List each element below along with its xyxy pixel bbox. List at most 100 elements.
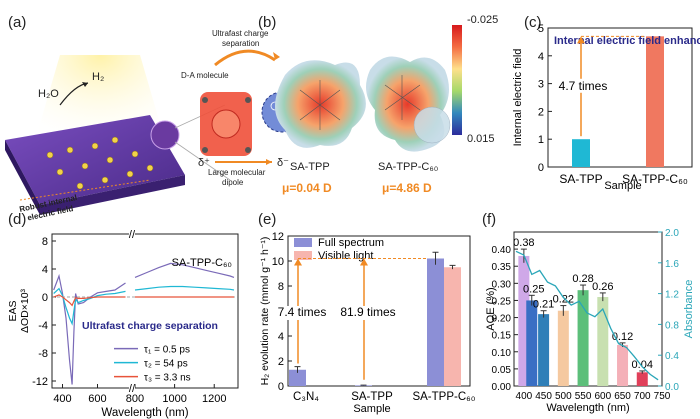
f-ytick-label-1: 0.05 <box>492 365 512 376</box>
f-ytick-right-label-1: 0.4 <box>665 351 679 362</box>
e-legend-label-0: Full spectrum <box>318 237 384 249</box>
d-break-top: // <box>129 229 136 241</box>
charge-sep-arrowhead <box>273 52 280 60</box>
c-ratio-label: 4.7 times <box>559 79 608 93</box>
e-xtick-label-1: SA-TPP <box>351 391 393 403</box>
f-bar-label-1: 0.25 <box>523 283 544 295</box>
c-xlabel: Sample <box>604 180 641 192</box>
d-legend-label-0: τ₁ = 0.5 ps <box>144 345 190 356</box>
c-ratio-bg <box>557 78 607 93</box>
f-bar-2 <box>538 314 550 386</box>
d-break-mask-bottom <box>128 384 135 392</box>
d-ytick-label-2: -4 <box>38 320 48 332</box>
e-xtick-label-2: SA-TPP-C₆₀ <box>412 391 475 403</box>
charge-sep-label: Ultrafast charge separation <box>212 29 271 48</box>
d-xtick-label-3: 1000 <box>162 393 186 405</box>
c-ytick-label-2: 2 <box>538 106 544 118</box>
f-ytick-label-5: 0.25 <box>492 296 512 307</box>
e-ytick-label-6: 12 <box>272 231 284 243</box>
panel-d-plot: -12 -8 -4 0 4 8 400 600 800 1000 1200 // // SA-TPP-C₆… <box>7 229 239 419</box>
f-bar-5 <box>597 297 609 386</box>
d-break-mask-top <box>128 230 135 238</box>
d-legend-label-1: τ₂ = 54 ps <box>144 359 188 370</box>
d-ytick-label-5: 8 <box>42 236 48 248</box>
f-bar-label-7: 0.04 <box>632 359 653 371</box>
sa-tpp-c60-name: SA-TPP-C₆₀ <box>378 161 438 173</box>
f-bar-4 <box>577 290 589 386</box>
e-ratio-bg-1 <box>340 306 396 320</box>
f-bar-label-0: 0.38 <box>513 237 534 249</box>
panel-b-label: (b) <box>258 14 276 31</box>
f-ytick-label-3: 0.15 <box>492 331 512 342</box>
panel-d: (d) -12 -8 -4 0 4 8 400 600 800 1000 1200 // // SA-TP… <box>7 211 239 419</box>
c-bar-0 <box>572 139 590 167</box>
e-ytick-label-2: 4 <box>278 331 284 343</box>
e-ratio-arrowhead-1 <box>360 258 368 266</box>
d-xtick-label-0: 400 <box>53 393 71 405</box>
e-xlabel: Sample <box>353 403 390 415</box>
f-xtick-label-0: 400 <box>516 391 533 402</box>
c-bar-1 <box>646 36 664 168</box>
delta-plus: δ⁺ <box>198 157 210 169</box>
c-ytick-label-3: 3 <box>538 79 544 91</box>
e-bar-1-2 <box>444 267 461 386</box>
catalyst-slab <box>5 115 185 205</box>
slab-particles <box>46 136 154 190</box>
charge-sep-line2: separation <box>222 39 259 48</box>
e-ratio-arrowhead-0 <box>294 258 302 266</box>
f-bar-label-2: 0.21 <box>533 299 554 311</box>
f-bar-0 <box>518 255 530 386</box>
dipole-label: Large molecular dipole <box>208 168 268 187</box>
zoom-sphere <box>150 120 180 150</box>
panel-c-label: (c) <box>524 14 542 31</box>
e-ylabel: H₂ evolution rate (mmol g⁻¹ h⁻¹) <box>259 237 271 386</box>
f-ytick-right-label-4: 1.6 <box>665 259 679 270</box>
f-xtick-label-5: 650 <box>614 391 631 402</box>
f-ytick-label-8: 0.40 <box>492 245 512 256</box>
f-bar-label-5: 0.26 <box>592 281 613 293</box>
d-ylabel-line2: ΔOD×10³ <box>19 288 31 333</box>
c-ratio-arrowhead <box>577 36 585 44</box>
potential-colorbar <box>452 25 462 135</box>
f-xlabel: Wavelength (nm) <box>546 402 629 414</box>
dipole-arrowhead <box>266 159 272 165</box>
h2o-label: H₂O <box>38 88 59 100</box>
d-ylabel-line1: EAS <box>7 300 19 321</box>
c-ylabel: Internal electric field <box>512 49 524 147</box>
dipole-line2: dipole <box>222 178 244 187</box>
e-ratio-label-1: 81.9 times <box>340 305 395 319</box>
panel-d-label: (d) <box>8 211 26 228</box>
reaction-arrowhead <box>82 82 88 87</box>
colorbar-min: 0.015 <box>467 133 495 145</box>
f-bar-7 <box>636 372 648 386</box>
panel-f: (f) 0.000.050.100.150.200.250.300.350.40… <box>482 211 695 414</box>
d-plot-frame <box>51 233 239 389</box>
f-bar-label-3: 0.22 <box>553 294 574 306</box>
d-ytick-label-0: -12 <box>32 376 48 388</box>
d-xtick-label-2: 800 <box>126 393 144 405</box>
e-bar-0-0 <box>289 369 306 386</box>
f-absorbance-line <box>515 250 659 381</box>
f-ytick-label-0: 0.00 <box>492 382 512 393</box>
e-ytick-label-0: 0 <box>278 381 284 393</box>
sa-tpp-surface <box>275 60 366 148</box>
da-molecule-label: D-A molecule <box>181 71 229 80</box>
f-xtick-label-4: 600 <box>594 391 611 402</box>
sa-tpp-name: SA-TPP <box>290 161 330 173</box>
d-in-plot-title: SA-TPP-C₆₀ <box>172 257 232 269</box>
panel-b: (b) -0.025 0.015 SA-TPP SA-TPP-C₆₀ μ=0.0… <box>258 14 498 195</box>
f-ytick-label-7: 0.35 <box>492 262 512 273</box>
e-ytick-label-5: 10 <box>272 256 284 268</box>
d-series-1-right <box>134 285 235 291</box>
colorbar-max: -0.025 <box>467 14 498 26</box>
porphyrin-molecule <box>200 92 252 156</box>
d-series-0-right <box>134 262 235 278</box>
c-plot-frame <box>547 27 693 168</box>
c-ytick-label-5: 5 <box>538 23 544 35</box>
f-ytick-right-label-5: 2.0 <box>665 228 679 239</box>
slab-side <box>5 140 40 215</box>
sa-tpp-c60-dipole: μ=4.86 D <box>382 181 432 195</box>
